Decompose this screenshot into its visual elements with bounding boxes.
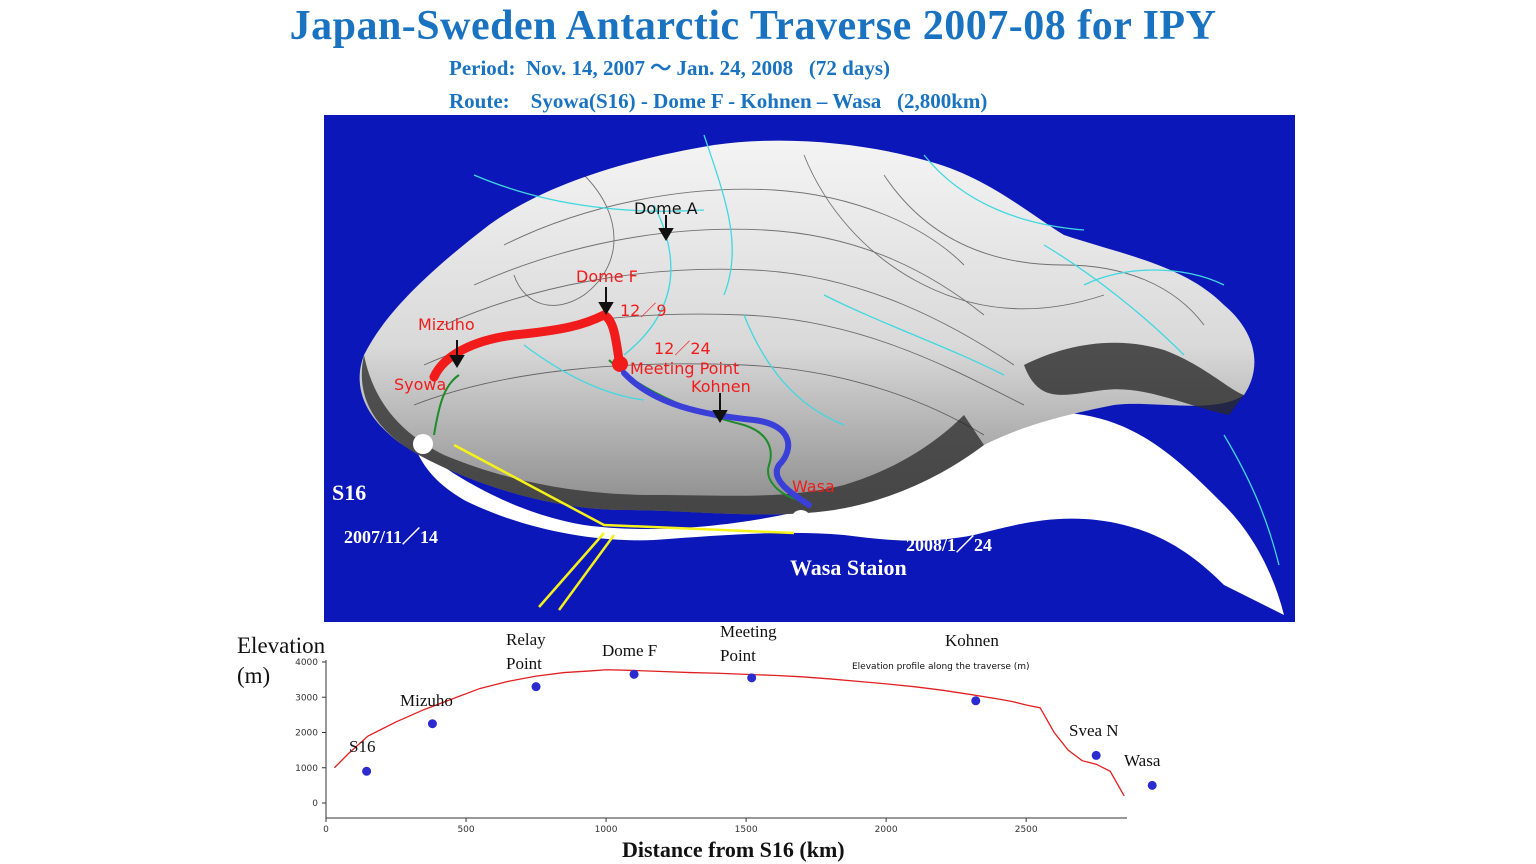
alt-route: [433, 359, 800, 501]
x-tick-label: 1000: [595, 825, 618, 835]
station-point: [747, 673, 757, 683]
station-point: [427, 719, 437, 729]
point-label-mizuho: Mizuho: [400, 691, 453, 710]
x-tick-label: 1500: [735, 825, 758, 835]
point-label-meeting-2: Point: [720, 646, 756, 665]
label-dome-a: Dome A: [634, 199, 698, 218]
page-title: Japan-Sweden Antarctic Traverse 2007-08 …: [289, 3, 1217, 49]
x-tick-label: 2500: [1015, 825, 1038, 835]
antarctica-map: Dome A Dome F 12／9 Mizuho 12／24 Meeting …: [324, 115, 1295, 622]
meeting-point-marker: [612, 356, 628, 372]
label-s16: S16: [332, 480, 367, 505]
y-tick-label: 2000: [295, 729, 318, 739]
elevation-line: [333, 669, 1125, 797]
label-mizuho: Mizuho: [418, 315, 475, 334]
label-dome-f: Dome F: [576, 267, 638, 286]
station-point: [971, 696, 981, 706]
station-point: [531, 682, 541, 692]
x-tick-label: 500: [457, 825, 474, 835]
station-point: [629, 669, 639, 679]
point-label-meeting-1: Meeting: [720, 622, 777, 641]
point-label-kohnen: Kohnen: [945, 631, 999, 650]
point-label-s16: S16: [349, 737, 376, 756]
y-tick-label: 0: [312, 799, 318, 809]
ice-streams: [473, 134, 1280, 566]
elevation-profile: 0 1000 2000 3000 4000 0 500 1000 1500 2000 2500 El…: [230, 622, 1190, 864]
label-wasa-station: Wasa Staion: [790, 555, 907, 580]
pointer-arrows: [449, 215, 728, 423]
s16-marker: [413, 434, 433, 454]
label-date-meeting: 12／24: [654, 339, 711, 358]
point-label-wasa: Wasa: [1124, 751, 1161, 770]
station-point: [362, 766, 372, 776]
xlabel: Distance from S16 (km): [622, 837, 845, 862]
point-label-svea-n: Svea N: [1069, 721, 1119, 740]
point-label-relay-1: Relay: [506, 630, 546, 649]
label-kohnen: Kohnen: [691, 377, 751, 396]
point-label-dome-f: Dome F: [602, 641, 658, 660]
profile-inner-title: Elevation profile along the traverse (m): [852, 662, 1030, 672]
wasa-marker: [791, 510, 811, 530]
route-line: Route: Syowa(S16) - Dome F - Kohnen – Wa…: [449, 89, 988, 113]
label-date-end: 2008/1／24: [906, 535, 993, 555]
route-yellow: [453, 443, 795, 611]
label-date-start: 2007/11／14: [344, 527, 439, 547]
point-label-relay-2: Point: [506, 654, 542, 673]
y-tick-label: 3000: [295, 693, 318, 703]
ylabel-line2: (m): [237, 663, 271, 688]
label-meeting-point: Meeting Point: [630, 359, 740, 378]
map-graphic: [359, 134, 1284, 615]
east-ridges: [1024, 342, 1244, 415]
ice-sheet: [359, 140, 1255, 515]
x-tick-label: 2000: [875, 825, 898, 835]
x-tick-label: 0: [323, 825, 329, 835]
station-point: [1091, 750, 1101, 760]
route-red: [429, 309, 624, 382]
profile-chart: 0 1000 2000 3000 4000 0 500 1000 1500 2000 2500: [295, 658, 1157, 835]
period-line: Period: Nov. 14, 2007 〜 Jan. 24, 2008 (7…: [449, 56, 890, 80]
station-point: [1147, 780, 1157, 790]
ice-shelf: [414, 411, 1284, 615]
route-blue: [621, 370, 812, 508]
y-tick-label: 4000: [295, 658, 318, 668]
label-syowa: Syowa: [394, 375, 447, 394]
ylabel-line1: Elevation: [237, 633, 326, 658]
label-date-dome-f: 12／9: [620, 301, 667, 320]
y-tick-label: 1000: [295, 764, 318, 774]
label-wasa: Wasa: [792, 477, 835, 496]
